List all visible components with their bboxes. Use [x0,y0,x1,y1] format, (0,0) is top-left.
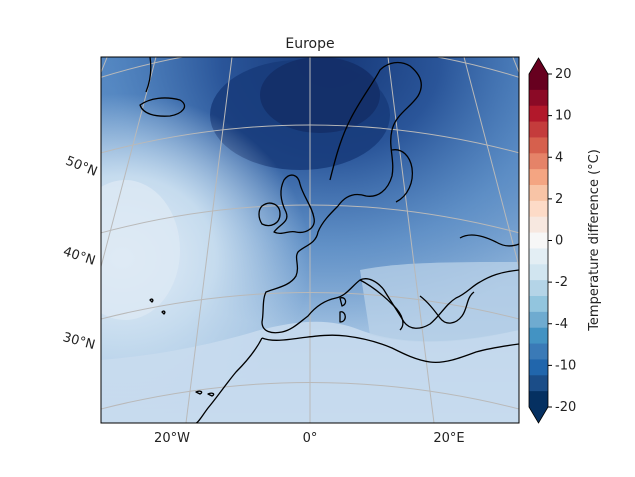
mediterranean-shading [360,262,519,342]
colorbar-tick-label: 4 [555,150,563,165]
canary-coast [195,390,203,395]
north-africa-coast [261,334,519,364]
lon-label-20e: 20°E [433,431,464,446]
parallel-60n [101,57,519,78]
greenland-coast [145,57,152,93]
colorbar-swatch [529,89,548,107]
great-britain-coast [273,174,315,235]
colorbar-swatch [529,169,548,186]
baltic-coast [391,149,414,203]
lat-label-30n: 30°N [61,330,97,353]
colorbar-max-extend [529,58,548,74]
colorbar-swatch [529,280,548,297]
colorbar-swatch [529,200,548,218]
colorbar-swatch [529,185,548,202]
colorbar-label: Temperature difference (°C) [587,149,602,332]
colorbar-swatch [529,121,548,138]
colorbar-swatch [529,391,548,408]
europe-south-coast [261,205,519,334]
colorbar-swatch [529,105,548,123]
colorbar-tick-label: -2 [555,275,568,290]
lon-label-20w: 20°W [154,431,190,446]
ireland-coast [258,202,281,227]
colorbar-tick-label: -4 [555,317,568,332]
colorbar-swatch [529,248,548,265]
colorbar-swatch [529,327,548,345]
black-sea-coast [459,234,519,247]
coastlines [139,57,519,423]
colorbar-tick-label: 2 [555,192,563,207]
iceland-coast [139,97,186,117]
meridian-20e [463,57,519,269]
colorbar-swatch [529,74,548,91]
map-panel [30,0,590,423]
colorbar-min-extend [529,407,548,423]
colorbar-tick-label: -10 [555,358,576,373]
colorbar-swatch [529,264,548,281]
colorbar-swatch [529,296,548,313]
colorbar-swatch [529,375,548,392]
lat-label-50n: 50°N [63,154,99,180]
sardinia-coast [339,311,346,323]
lon-label-0: 0° [303,431,318,446]
map-title: Europe [285,36,335,52]
colorbar-swatch [529,216,548,234]
west-africa-coast [195,337,263,423]
colorbar-swatch [529,232,548,249]
lat-label-40n: 40°N [61,244,97,268]
scandinavia-coast [329,61,422,207]
colorbar-tick-label: -20 [555,400,576,415]
parallel-70n [30,0,590,10]
corsica-coast [339,297,347,307]
colorbar-tick-label: 10 [555,109,572,124]
colorbar-swatch [529,137,548,154]
colorbar-swatch [529,343,548,360]
map-frame [100,56,520,424]
colorbar-tick-label: 20 [555,67,572,82]
azores-coast [149,298,154,303]
colorbar-swatch [529,311,548,329]
meridian-10w [185,57,233,423]
meridian-20w [101,57,157,269]
colorbar-tick-label: 0 [555,234,563,249]
colorbar-swatch [529,153,548,170]
colorbar-swatch [529,359,548,376]
greece-coast [419,291,475,324]
meridian-30w [101,57,108,74]
italy-coast [359,279,404,331]
